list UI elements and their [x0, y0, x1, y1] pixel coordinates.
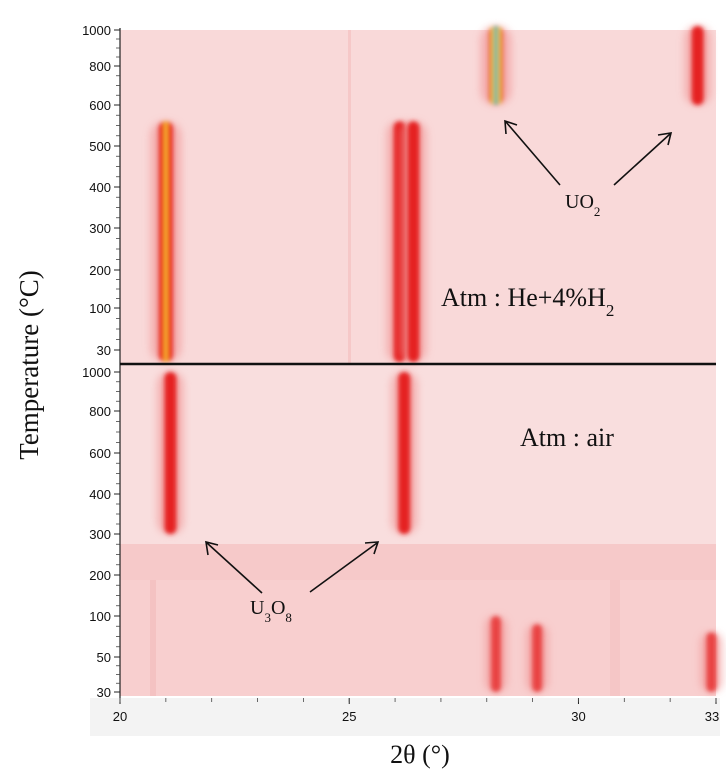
lower-peak-2 — [484, 616, 507, 692]
y-tick-label: 800 — [89, 404, 111, 419]
y-tick-label: 100 — [89, 609, 111, 624]
x-axis-ticks: 20 25 30 33 — [113, 698, 719, 724]
diffraction-peaks — [150, 26, 723, 692]
plot-background-lower-hot — [120, 364, 716, 544]
y-tick-label: 30 — [97, 685, 111, 700]
y-tick-label: 100 — [89, 301, 111, 316]
phase-label-uo2: UO2 — [565, 191, 600, 219]
arrow-u3o8-left — [205, 540, 263, 594]
y-tick-label: 300 — [89, 221, 111, 236]
y-tick-label: 600 — [89, 446, 111, 461]
upper-peak-0 — [150, 121, 182, 363]
atmosphere-label-upper: Atm : He+4%H2 — [441, 283, 614, 320]
y-tick-label: 300 — [89, 527, 111, 542]
y-tick-label: 400 — [89, 180, 111, 195]
x-tick-label: 20 — [113, 709, 127, 724]
faint-streak — [610, 580, 620, 696]
lower-peak-1 — [391, 372, 418, 534]
faint-streak — [150, 580, 156, 696]
y-tick-label: 1000 — [82, 23, 111, 38]
x-tick-label: 30 — [571, 709, 585, 724]
y-tick-label: 500 — [89, 139, 111, 154]
y-tick-label: 600 — [89, 98, 111, 113]
y-tick-label: 200 — [89, 263, 111, 278]
arrow-u3o8-right — [309, 541, 380, 593]
x-tick-label: 33 — [705, 709, 719, 724]
y-axis-ticks-lower: 30 50 100 200 300 400 600 800 1000 — [82, 365, 120, 700]
faint-streak — [348, 30, 351, 364]
lower-peak-0 — [157, 372, 184, 534]
phase-label-u3o8: U3O8 — [250, 597, 292, 625]
y-tick-label: 30 — [97, 343, 111, 358]
y-tick-label: 200 — [89, 568, 111, 583]
x-axis-band — [90, 698, 720, 736]
plot-background-lower-band — [120, 544, 716, 580]
y-tick-label: 800 — [89, 59, 111, 74]
y-tick-label: 400 — [89, 487, 111, 502]
x-axis-label: 2θ (°) — [390, 740, 450, 769]
lower-peak-4 — [700, 632, 723, 692]
upper-peak-2 — [400, 121, 427, 363]
y-tick-label: 50 — [97, 650, 111, 665]
arrow-uo2-left — [504, 119, 561, 186]
arrow-uo2-right — [613, 132, 673, 186]
y-tick-label: 1000 — [82, 365, 111, 380]
lower-peak-3 — [526, 624, 549, 692]
upper-peak-4 — [684, 26, 711, 105]
x-tick-label: 25 — [342, 709, 356, 724]
atmosphere-label-lower: Atm : air — [520, 423, 614, 452]
y-axis-label: Temperature (°C) — [14, 270, 44, 460]
y-axis-ticks-upper: 30 100 200 300 400 500 600 800 1000 — [82, 23, 120, 358]
upper-peak-3 — [480, 26, 512, 105]
